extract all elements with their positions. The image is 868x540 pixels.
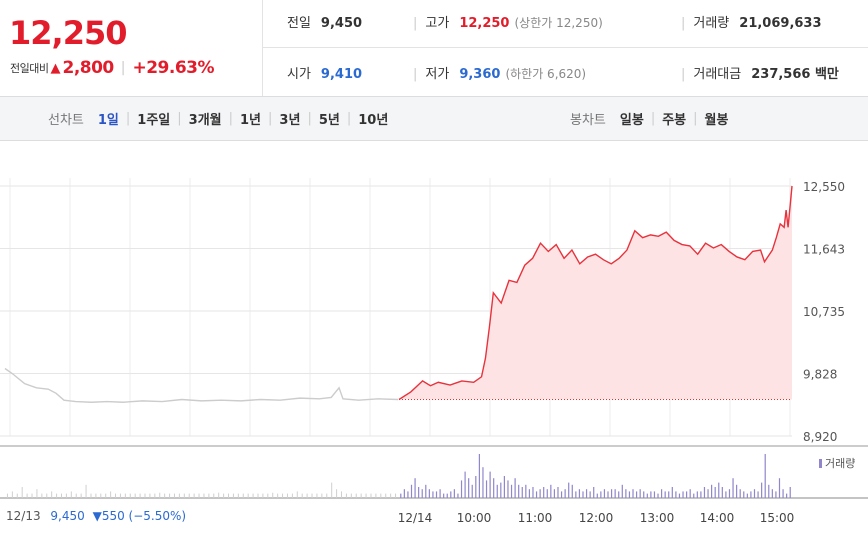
quote-stats: 전일 9,450 | 고가 12,250 (상한가 12,250) | 거래량 … [263, 0, 868, 96]
stat-value: 21,069,633 [739, 16, 822, 31]
x-tick-label: 14:00 [700, 511, 735, 525]
x-tick-label: 11:00 [518, 511, 553, 525]
footer-price: 9,450 [50, 509, 85, 523]
x-tick-label: 12/14 [398, 511, 433, 525]
volume-legend-label: 거래량 [825, 457, 855, 470]
divider: | [120, 60, 126, 76]
row-divider [263, 47, 868, 48]
x-tick-label: 12:00 [579, 511, 614, 525]
line-chart-label: 선차트 [48, 113, 84, 128]
stat-turnover: | 거래대금 237,566 백만 [681, 63, 839, 82]
divider: | [681, 16, 686, 31]
tab-monthly[interactable]: 월봉 [704, 113, 729, 128]
series-today-line [398, 185, 793, 401]
divider: | [681, 67, 686, 82]
quote-header: 12,250 전일대비 ▲ 2,800 | +29.63% 전일 9,450 |… [0, 0, 868, 96]
chart-footer: 12/13 9,450 ▼550 (−5.50%) [6, 509, 186, 523]
change-label: 전일대비 [10, 62, 49, 75]
stat-volume: | 거래량 21,069,633 [681, 12, 822, 31]
y-tick-label: 12,550 [803, 180, 845, 194]
stat-value: 12,250 [459, 16, 510, 31]
footer-date: 12/13 [6, 509, 41, 523]
y-tick-label: 9,828 [803, 368, 837, 382]
tab-10y[interactable]: 10년 [358, 113, 389, 128]
x-tick-label: 15:00 [760, 511, 795, 525]
up-arrow-icon: ▲ [50, 60, 61, 76]
divider: | [413, 67, 418, 82]
tab-daily[interactable]: 일봉 [619, 113, 644, 128]
divider: | [650, 111, 656, 126]
divider: | [177, 111, 182, 126]
stat-label: 저가 [425, 67, 450, 82]
chart-period-tabs: 선차트 1일 | 1주일 | 3개월 | 1년 | 3년 | 5년 | 10년 … [0, 96, 868, 141]
divider: | [413, 16, 418, 31]
divider: | [228, 111, 234, 126]
stat-high: | 고가 12,250 (상한가 12,250) [413, 12, 603, 31]
tab-3y[interactable]: 3년 [279, 113, 301, 128]
candle-chart-tabs: 봉차트 일봉 | 주봉 | 월봉 [570, 97, 728, 140]
tab-1y[interactable]: 1년 [240, 113, 262, 128]
stat-low: | 저가 9,360 (하한가 6,620) [413, 63, 586, 82]
divider: | [346, 111, 352, 126]
stat-open: 시가 9,410 [287, 63, 362, 82]
y-tick-label: 11,643 [803, 243, 845, 257]
series-today-area [399, 186, 792, 400]
y-tick-label: 10,735 [803, 305, 845, 319]
x-tick-label: 13:00 [640, 511, 675, 525]
tab-5y[interactable]: 5년 [318, 113, 340, 128]
divider: | [693, 111, 698, 126]
price-chart: 12,550 11,643 10,735 9,828 8,920 거래량 12/14 10:0… [0, 178, 868, 525]
price-summary: 12,250 전일대비 ▲ 2,800 | +29.63% [0, 0, 263, 96]
stat-value: 9,450 [320, 16, 363, 31]
stat-label: 전일 [287, 16, 311, 31]
change-percent: +29.63% [132, 58, 215, 78]
change-row: 전일대비 ▲ 2,800 | +29.63% [10, 58, 215, 78]
stat-value: 9,410 [320, 67, 363, 82]
y-tick-label: 8,920 [803, 430, 837, 444]
tab-1w[interactable]: 1주일 [137, 113, 171, 128]
stat-value: 9,360 [459, 67, 501, 82]
stat-label: 거래대금 [693, 67, 742, 82]
stat-sub: (상한가 12,250) [514, 16, 603, 30]
stat-label: 시가 [287, 67, 311, 82]
tab-3m[interactable]: 3개월 [188, 113, 222, 128]
divider: | [268, 111, 273, 126]
footer-change: ▼550 (−5.50%) [92, 509, 187, 523]
divider: | [125, 111, 131, 126]
stat-label: 거래량 [693, 16, 730, 31]
divider: | [307, 111, 312, 126]
change-value: 2,800 [62, 58, 114, 78]
current-price: 12,250 [9, 14, 127, 52]
stat-sub: (하한가 6,620) [505, 67, 587, 81]
volume-legend-swatch [819, 459, 822, 468]
series-prev-day-line [4, 367, 399, 403]
line-chart-tabs: 선차트 1일 | 1주일 | 3개월 | 1년 | 3년 | 5년 | 10년 [48, 97, 388, 140]
stat-prev-close: 전일 9,450 [287, 12, 362, 31]
candle-chart-label: 봉차트 [570, 113, 606, 128]
x-tick-label: 10:00 [457, 511, 492, 525]
tab-1d[interactable]: 1일 [97, 113, 119, 128]
stat-label: 고가 [425, 16, 450, 31]
tab-weekly[interactable]: 주봉 [662, 113, 687, 128]
stat-value: 237,566 백만 [751, 67, 839, 82]
